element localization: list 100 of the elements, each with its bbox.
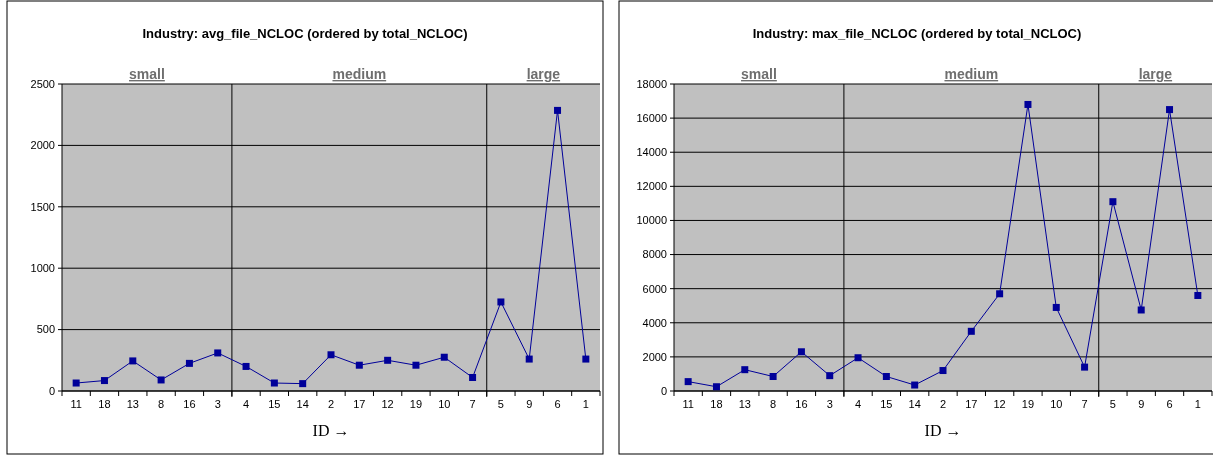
x-tick-label: 14 [908, 398, 921, 410]
x-tick-label: 5 [1109, 398, 1116, 410]
x-tick-label: 7 [469, 398, 476, 410]
y-tick-label: 4000 [642, 316, 667, 329]
point [100, 377, 108, 385]
y-tick-label: 18000 [636, 77, 667, 90]
x-tick-label: 3 [214, 398, 221, 410]
point [769, 373, 777, 380]
x-tick-label: 2 [939, 398, 947, 410]
band-label: large [1138, 66, 1173, 82]
point [1137, 306, 1145, 314]
point [911, 381, 919, 389]
point [242, 362, 250, 370]
x-tick-label: 9 [1138, 398, 1145, 410]
x-tick-label: 16 [795, 398, 808, 410]
point [525, 355, 533, 363]
point [299, 380, 307, 388]
point [214, 349, 222, 357]
point [469, 373, 477, 381]
point [712, 383, 720, 391]
band-label: small [129, 66, 165, 82]
point [1081, 363, 1089, 371]
y-tick-label: 12000 [636, 180, 667, 193]
y-tick-label: 500 [36, 323, 55, 336]
x-axis-title: ID → [924, 422, 962, 439]
x-tick-label: 6 [1166, 398, 1173, 410]
x-tick-label: 15 [268, 398, 281, 410]
point [185, 359, 193, 367]
x-tick-label: 6 [554, 398, 561, 410]
x-tick-label: 19 [409, 398, 423, 410]
y-tick-label: 0 [660, 384, 667, 397]
point [1024, 100, 1032, 108]
point [582, 355, 590, 363]
point [882, 373, 890, 380]
x-tick-label: 11 [70, 398, 82, 410]
x-tick-label: 17 [353, 398, 366, 410]
x-tick-label: 5 [497, 398, 504, 410]
point [157, 376, 165, 384]
point [412, 361, 420, 369]
x-axis-title: ID → [312, 422, 350, 439]
y-tick-label: 2000 [30, 139, 55, 152]
point [826, 372, 834, 380]
point [1194, 291, 1202, 299]
y-tick-label: 10000 [636, 214, 667, 227]
point [129, 357, 137, 365]
point [741, 366, 749, 374]
band-label: medium [332, 66, 387, 82]
x-tick-label: 16 [183, 398, 196, 410]
x-tick-label: 19 [1021, 398, 1035, 410]
y-tick-label: 2500 [30, 77, 55, 90]
point [684, 378, 692, 386]
point [1052, 303, 1060, 311]
band-label: medium [944, 66, 999, 82]
x-tick-label: 4 [242, 398, 250, 410]
x-tick-label: 4 [854, 398, 862, 410]
y-tick-label: 6000 [642, 282, 667, 295]
point [72, 379, 80, 387]
point [554, 106, 562, 114]
y-tick-label: 0 [48, 384, 55, 397]
x-tick-label: 12 [993, 398, 1006, 410]
point [967, 327, 975, 335]
x-tick-label: 8 [770, 398, 777, 410]
x-tick-label: 1 [1194, 398, 1201, 410]
y-tick-label: 14000 [636, 146, 667, 159]
point [1109, 198, 1117, 206]
y-tick-label: 1000 [30, 262, 55, 275]
point [939, 367, 947, 375]
point [327, 351, 335, 359]
y-tick-label: 8000 [642, 248, 667, 261]
y-tick-label: 16000 [636, 111, 667, 124]
x-tick-label: 13 [126, 398, 139, 410]
x-tick-label: 11 [682, 398, 694, 410]
x-tick-label: 2 [327, 398, 335, 410]
x-tick-label: 3 [826, 398, 833, 410]
point [797, 348, 805, 356]
point [270, 379, 278, 387]
x-tick-label: 12 [381, 398, 394, 410]
x-tick-label: 15 [880, 398, 893, 410]
point [854, 354, 862, 362]
y-tick-label: 2000 [642, 350, 667, 363]
chart-title: Industry: max_file_NCLOC (ordered by total_NCLOC) [752, 26, 1082, 41]
y-tick-label: 1500 [30, 200, 55, 213]
x-tick-label: 10 [1050, 398, 1063, 410]
point [440, 353, 448, 361]
x-tick-label: 18 [98, 398, 111, 410]
point [996, 290, 1004, 298]
x-tick-label: 9 [526, 398, 533, 410]
x-tick-label: 18 [710, 398, 723, 410]
band-label: large [526, 66, 561, 82]
x-tick-label: 10 [438, 398, 451, 410]
point [384, 356, 392, 364]
x-tick-label: 1 [582, 398, 589, 410]
x-tick-label: 8 [158, 398, 165, 410]
point [1166, 106, 1174, 114]
x-tick-label: 17 [965, 398, 978, 410]
x-tick-label: 7 [1081, 398, 1088, 410]
chart-title: Industry: avg_file_NCLOC (ordered by total_NCLOC) [142, 26, 468, 41]
point [355, 361, 363, 369]
x-tick-label: 13 [738, 398, 751, 410]
point [497, 298, 505, 306]
